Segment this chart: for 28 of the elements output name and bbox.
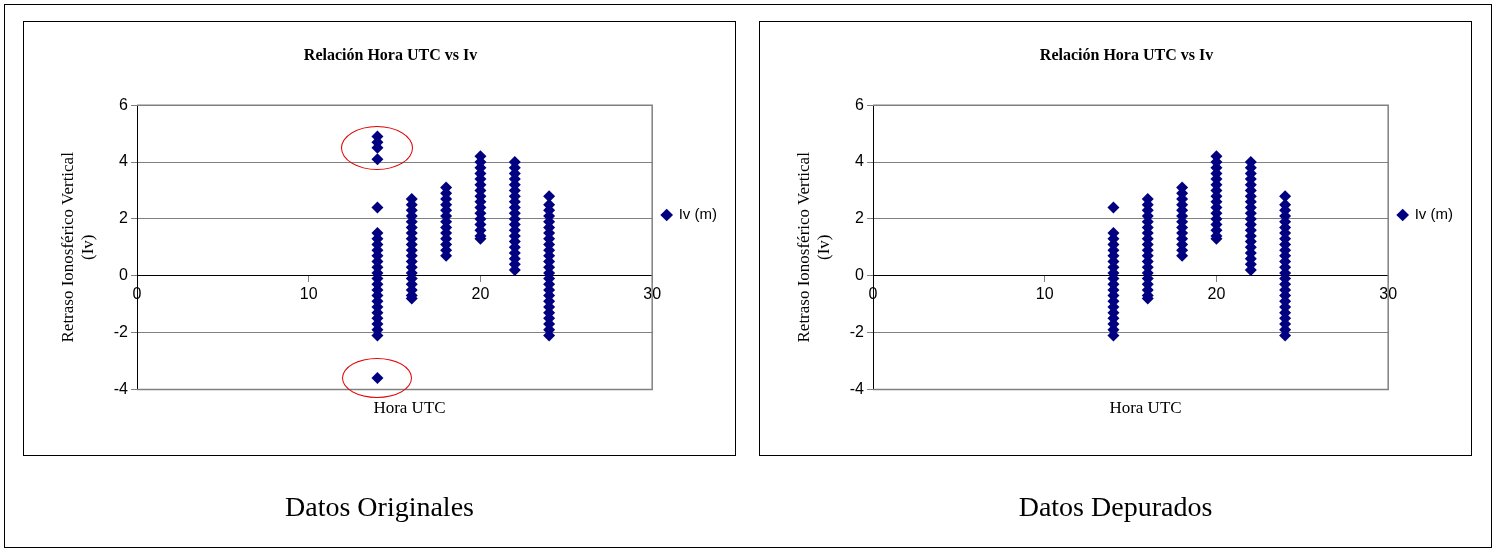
y-tick-label: 6 [119, 95, 129, 113]
x-tick-label: 30 [643, 284, 662, 302]
y-axis-title: Retraso Ionosférico Vertical (Iv) [57, 151, 98, 343]
y-tick-label: 2 [855, 209, 865, 227]
x-axis-title: Hora UTC [372, 398, 447, 418]
y-tick-label: -2 [849, 322, 865, 340]
y-axis-title: Retraso Ionosférico Vertical (Iv) [793, 151, 834, 343]
text: Datos Depurados [1017, 491, 1214, 523]
legend-label: Iv (m) [678, 205, 718, 223]
chart-title: Relación Hora UTC vs Iv [1039, 45, 1214, 63]
x-tick-label: 20 [471, 284, 490, 302]
y-tick-label: 0 [119, 266, 129, 284]
y-tick-label: -4 [113, 379, 129, 397]
x-axis-title: Hora UTC [1108, 398, 1183, 418]
y-tick-label: 4 [855, 152, 865, 170]
x-tick-label: 30 [1379, 284, 1398, 302]
y-tick-label: 2 [119, 209, 129, 227]
x-tick-label: 10 [1035, 284, 1054, 302]
x-tick-label: 10 [299, 284, 318, 302]
text: Datos Originales [284, 491, 475, 523]
legend-label: Iv (m) [1414, 205, 1454, 223]
y-tick-label: 0 [855, 266, 865, 284]
chart-title: Relación Hora UTC vs Iv [303, 45, 478, 63]
x-tick-label: 20 [1207, 284, 1226, 302]
y-tick-label: 4 [119, 152, 129, 170]
y-tick-label: -4 [849, 379, 865, 397]
y-tick-label: 6 [855, 95, 865, 113]
y-tick-label: -2 [113, 322, 129, 340]
